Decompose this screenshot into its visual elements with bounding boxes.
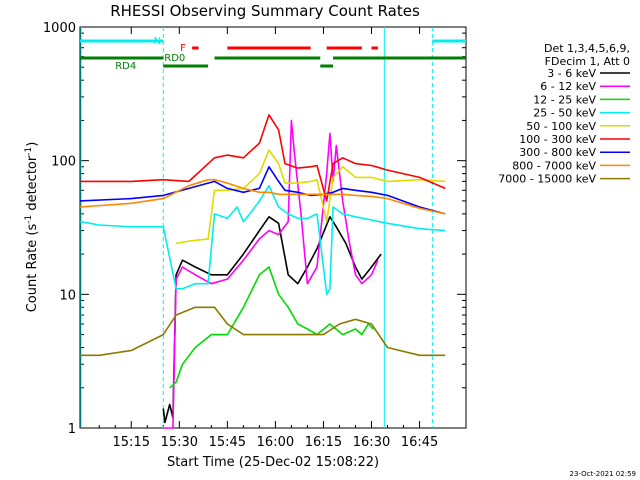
legend-entry: 3 - 6 keV (547, 67, 596, 80)
y-axis-title-sup1: -1 (24, 215, 34, 224)
flag-label-f: F (180, 43, 186, 54)
series-line-4 (175, 149, 446, 245)
legend: Det 1,3,4,5,6,9, FDecim 1, Att 0 3 - 6 k… (498, 42, 630, 186)
legend-entry: 100 - 300 keV (519, 133, 596, 146)
legend-entry: 300 - 800 keV (519, 146, 596, 159)
series-line-0 (162, 216, 382, 424)
legend-entry: 12 - 25 keV (533, 93, 596, 106)
legend-header-line2: FDecim 1, Att 0 (545, 55, 630, 68)
legend-entry: 50 - 100 keV (526, 120, 596, 133)
series-line-6 (79, 166, 446, 215)
legend-entry: 6 - 12 keV (540, 80, 596, 93)
flag-label-rd4: RD4 (115, 61, 136, 72)
series-line-5 (80, 114, 446, 202)
y-axis-title-end: ) (25, 142, 40, 147)
x-axis: 15:15 15:30 15:45 16:00 16:15 16:30 16:45 (98, 27, 438, 450)
legend-header-line1: Det 1,3,4,5,6,9, (544, 42, 630, 55)
series-line-2 (169, 266, 374, 389)
legend-entry: 800 - 7000 keV (512, 159, 596, 172)
y-tick-label: 100 (51, 155, 76, 170)
generation-timestamp: 23-Oct-2021 02:59 (570, 470, 636, 478)
x-tick-label: 16:15 (305, 435, 342, 450)
y-tick-label: 1000 (43, 21, 76, 36)
y-axis-title-sup2: -1 (24, 147, 34, 156)
x-tick-label: 16:00 (257, 435, 294, 450)
y-axis-title-mid: detector (25, 155, 40, 215)
x-tick-label: 15:30 (161, 435, 198, 450)
y-axis-title: Count Rate (s-1 detector-1) (24, 142, 40, 313)
flag-label-n: N (154, 36, 161, 47)
flag-label-rd0: RD0 (164, 53, 185, 64)
series-line-8 (80, 306, 446, 357)
chart-title: RHESSI Observing Summary Count Rates (110, 2, 420, 20)
y-axis: 1 10 100 1000 (43, 21, 466, 437)
series-line-1 (163, 119, 379, 429)
series-lines (79, 114, 446, 429)
x-axis-title: Start Time (25-Dec-02 15:08:22) (167, 455, 379, 470)
y-tick-label: 10 (59, 288, 76, 303)
series-line-3 (79, 184, 446, 296)
plot-frame (79, 26, 467, 429)
x-tick-label: 16:45 (401, 435, 438, 450)
x-tick-label: 15:15 (113, 435, 150, 450)
x-tick-label: 16:30 (353, 435, 390, 450)
y-tick-label: 1 (68, 422, 76, 437)
legend-entry: 25 - 50 keV (533, 107, 596, 120)
y-axis-title-main: Count Rate (s (25, 224, 40, 313)
legend-entry: 7000 - 15000 keV (498, 173, 596, 186)
x-tick-label: 15:45 (209, 435, 246, 450)
series-line-7 (79, 178, 446, 215)
